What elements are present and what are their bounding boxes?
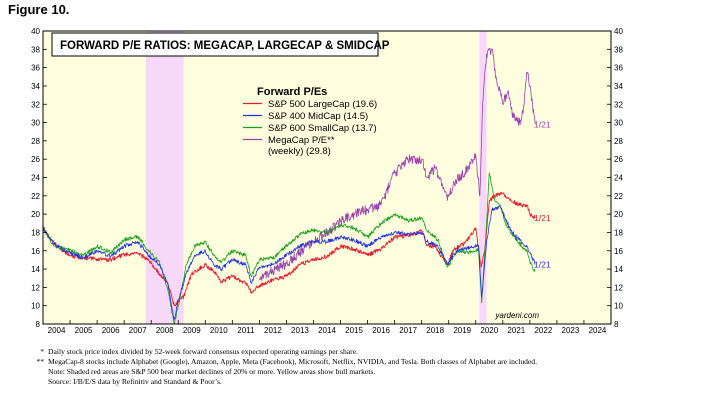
x-tick-label: 2019	[453, 326, 471, 335]
x-tick-label: 2022	[534, 326, 552, 335]
y-tick-label-right: 34	[614, 82, 623, 91]
y-tick-label-right: 14	[614, 265, 623, 274]
y-tick-label-left: 14	[31, 265, 40, 274]
y-tick-label-right: 22	[614, 192, 623, 201]
chart-title: FORWARD P/E RATIOS: MEGACAP, LARGECAP & …	[60, 40, 390, 52]
legend-label: MegaCap P/E**	[268, 135, 335, 146]
footnote-text: Note: Shaded red areas are S&P 500 bear …	[48, 367, 376, 376]
x-tick-label: 2023	[562, 326, 580, 335]
legend-label: S&P 500 LargeCap (19.6)	[268, 99, 377, 110]
end-label-megacap: 1/21	[534, 119, 551, 129]
end-label-largecap: 1/21	[534, 213, 551, 223]
footnote-mark: *	[40, 347, 44, 356]
legend-title: Forward P/Es	[257, 86, 327, 98]
x-tick-label: 2005	[75, 326, 93, 335]
y-tick-label-left: 38	[31, 45, 40, 54]
footnote-row: Note: Shaded red areas are S&P 500 bear …	[30, 367, 700, 377]
y-tick-label-right: 28	[614, 137, 623, 146]
y-tick-label-right: 26	[614, 155, 623, 164]
y-tick-label-right: 36	[614, 64, 623, 73]
y-tick-label-right: 18	[614, 228, 623, 237]
bear-market-band	[145, 31, 184, 324]
y-tick-label-right: 24	[614, 174, 623, 183]
series-line-largecap	[42, 191, 536, 307]
plot-background	[43, 31, 611, 324]
x-tick-label: 2017	[399, 326, 417, 335]
legend-label: S&P 600 SmallCap (13.7)	[268, 123, 377, 134]
y-tick-label-right: 10	[614, 302, 623, 311]
y-tick-label-right: 30	[614, 119, 623, 128]
footnote-row: ** MegaCap-8 stocks include Alphabet (Go…	[30, 357, 700, 367]
x-tick-label: 2008	[156, 326, 174, 335]
footnote-row: * Daily stock price index divided by 52-…	[30, 347, 700, 357]
y-tick-label-right: 38	[614, 45, 623, 54]
x-tick-label: 2004	[48, 326, 66, 335]
y-tick-label-left: 26	[31, 155, 40, 164]
x-tick-label: 2012	[264, 326, 282, 335]
x-tick-label: 2011	[237, 326, 255, 335]
x-tick-label: 2007	[129, 326, 147, 335]
series-line-megacap	[259, 47, 536, 281]
x-tick-label: 2020	[480, 326, 498, 335]
y-tick-label-left: 24	[31, 174, 40, 183]
y-tick-label-left: 36	[31, 64, 40, 73]
x-tick-label: 2021	[507, 326, 525, 335]
bear-market-shading	[145, 31, 487, 324]
y-tick-label-left: 40	[31, 27, 40, 36]
x-tick-label: 2016	[372, 326, 390, 335]
y-tick-label-right: 40	[614, 27, 623, 36]
footnote-mark	[30, 367, 48, 377]
y-tick-label-left: 20	[31, 210, 40, 219]
x-tick-label: 2009	[183, 326, 201, 335]
x-tick-label: 2014	[318, 326, 336, 335]
x-tick-label: 2015	[345, 326, 363, 335]
y-tick-label-left: 28	[31, 137, 40, 146]
legend: Forward P/Es S&P 500 LargeCap (19.6)S&P …	[243, 86, 377, 157]
y-tick-label-left: 16	[31, 247, 40, 256]
watermark: yardeni.com	[494, 311, 539, 320]
y-tick-label-left: 10	[31, 302, 40, 311]
end-label-midcap: 1/21	[534, 259, 551, 269]
y-tick-label-left: 32	[31, 100, 40, 109]
y-tick-label-right: 12	[614, 283, 623, 292]
x-tick-label: 2013	[291, 326, 309, 335]
footnote-text: Source: I/B/E/S data by Refinitiv and St…	[48, 377, 222, 386]
y-tick-label-left: 12	[31, 283, 40, 292]
footnote-text: Daily stock price index divided by 52-we…	[48, 347, 358, 356]
end-labels: 1/21 1/21 1/21	[534, 119, 551, 269]
footnote-text: MegaCap-8 stocks include Alphabet (Googl…	[48, 357, 538, 366]
y-tick-label-left: 22	[31, 192, 40, 201]
x-tick-label: 2010	[210, 326, 228, 335]
footnote-mark: **	[36, 357, 44, 366]
y-tick-label-right: 16	[614, 247, 623, 256]
y-tick-label-right: 8	[614, 320, 619, 329]
y-tick-label-right: 20	[614, 210, 623, 219]
title-box: FORWARD P/E RATIOS: MEGACAP, LARGECAP & …	[51, 32, 390, 57]
y-tick-label-left: 34	[31, 82, 40, 91]
figure-label: Figure 10.	[8, 2, 70, 17]
footnotes: * Daily stock price index divided by 52-…	[30, 347, 700, 387]
y-tick-label-left: 30	[31, 119, 40, 128]
legend-label-cont: (weekly) (29.8)	[268, 146, 331, 157]
y-tick-label-left: 18	[31, 228, 40, 237]
footnote-row: Source: I/B/E/S data by Refinitiv and St…	[30, 377, 700, 387]
x-tick-label: 2006	[102, 326, 120, 335]
y-tick-label-left: 8	[36, 320, 41, 329]
footnote-mark	[30, 377, 48, 387]
bear-market-band	[479, 31, 487, 324]
series-lines	[42, 47, 536, 325]
x-tick-label: 2024	[589, 326, 607, 335]
x-tick-label: 2018	[426, 326, 444, 335]
y-tick-label-right: 32	[614, 100, 623, 109]
legend-label: S&P 400 MidCap (14.5)	[268, 111, 368, 122]
series-line-midcap	[42, 205, 536, 320]
